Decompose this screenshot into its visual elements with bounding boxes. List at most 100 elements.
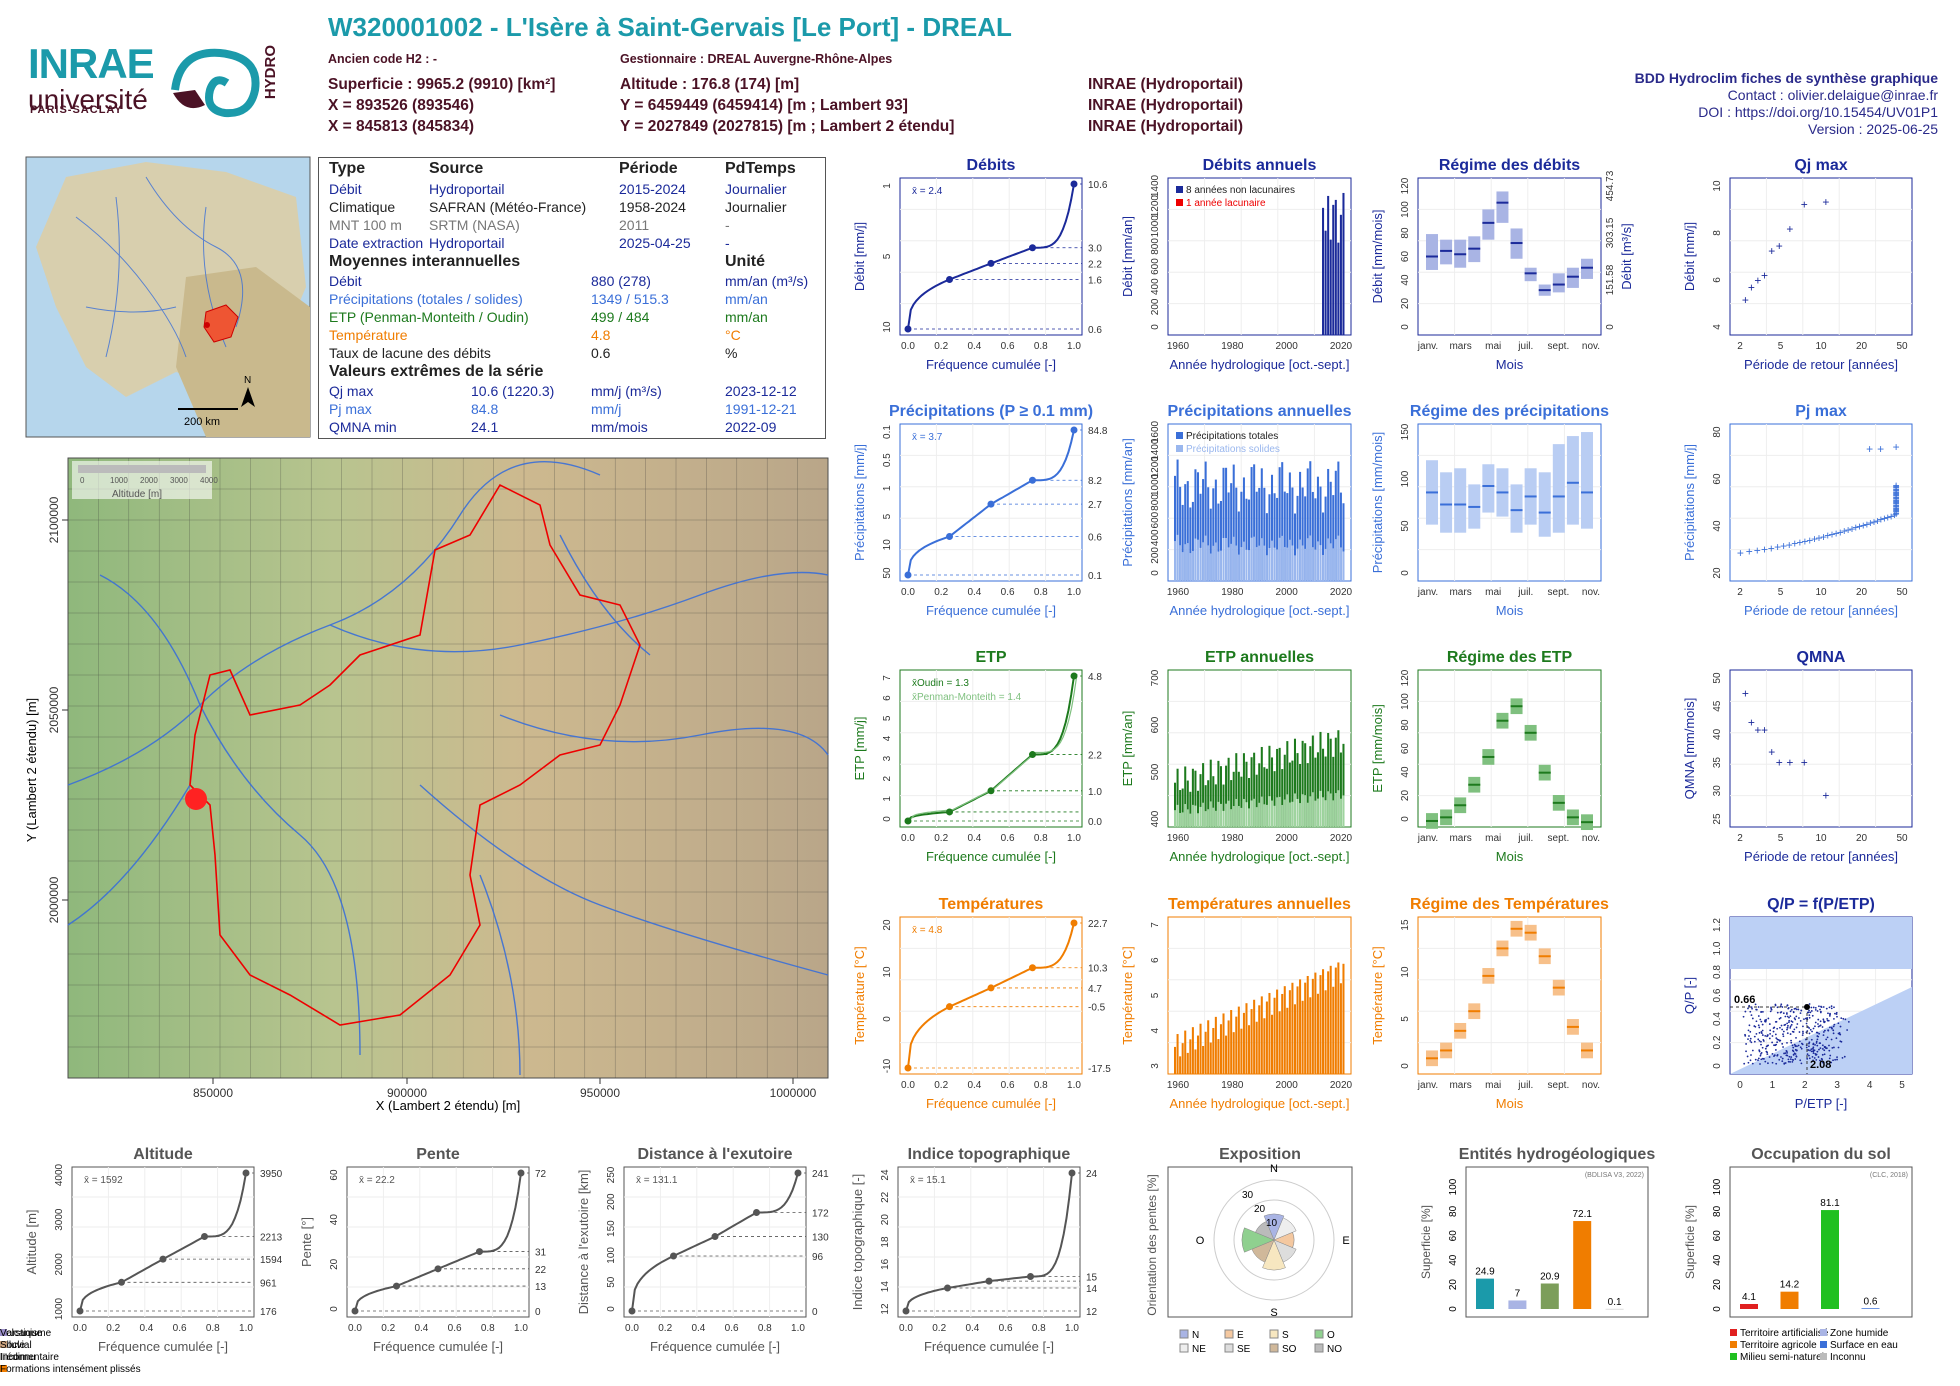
- topo-xtick: 1.0: [1065, 1323, 1079, 1334]
- reg_etp-ytick: 120: [1400, 669, 1411, 686]
- expo-ylabel: Orientation des pentes [%]: [1145, 1174, 1159, 1315]
- prec_ann-bar: [1225, 467, 1228, 581]
- dist-ylabel: Distance à l'exutoire [km]: [576, 1170, 591, 1315]
- qp-point: [1774, 1044, 1777, 1047]
- debits-xtick: 0.0: [901, 341, 915, 352]
- dist-title: Distance à l'exutoire: [638, 1146, 793, 1163]
- qp-point: [1773, 1044, 1775, 1047]
- pj_max-point: +: [1893, 501, 1900, 515]
- qp-point: [1755, 1020, 1758, 1023]
- precip-value-label: 8.2: [1088, 476, 1102, 487]
- qp-point: [1764, 1047, 1767, 1050]
- prec_ann-bar-2: [1176, 534, 1179, 581]
- reg_deb-box: [1524, 267, 1537, 282]
- qp-point: [1802, 1032, 1804, 1035]
- reg_prec-xtick: mai: [1485, 587, 1501, 598]
- qp-point: [1780, 1056, 1782, 1058]
- qp-point: [1836, 1015, 1838, 1018]
- doi-link[interactable]: DOI : https://doi.org/10.15454/UV01P1: [1698, 104, 1938, 120]
- prec_ann-bar: [1327, 468, 1330, 581]
- prec_ann-bar-2: [1242, 541, 1245, 581]
- qp-point: [1808, 1045, 1810, 1048]
- qp-point: [1781, 1028, 1784, 1031]
- etp_ann-bar-2: [1288, 802, 1291, 827]
- qp-point: [1822, 1006, 1825, 1008]
- pente-value-label: 31: [535, 1248, 547, 1259]
- etp_ann-ytick: 700: [1150, 669, 1161, 686]
- etp_ann-bar-2: [1174, 810, 1177, 827]
- reg_prec-xtick: sept.: [1548, 587, 1570, 598]
- etp_ann-bar: [1319, 731, 1322, 827]
- temp_ann-bar: [1235, 1016, 1238, 1074]
- qp-point: [1814, 1008, 1817, 1011]
- pj_max-point: +: [1866, 442, 1873, 456]
- expo-legend-swatch: [1224, 1329, 1234, 1339]
- temp_ann-bar: [1199, 1023, 1202, 1074]
- reg_etp-xtick: juil.: [1517, 833, 1533, 844]
- hydrogeo-bar: [1605, 1308, 1624, 1310]
- dist-xtick: 1.0: [791, 1323, 805, 1334]
- page-title: W320001002 - L'Isère à Saint-Gervais [Le…: [328, 12, 1012, 42]
- qp-point: [1764, 1060, 1767, 1063]
- qp-point: [1795, 1015, 1798, 1018]
- qmna-ytick: 35: [1712, 757, 1723, 769]
- qp-point: [1747, 1007, 1749, 1010]
- qp-point: [1824, 1029, 1826, 1032]
- etp_ann-bar-2: [1184, 804, 1187, 827]
- prec_ann-bar: [1296, 495, 1299, 581]
- temp-xlabel: Fréquence cumulée [-]: [926, 1096, 1056, 1111]
- chart-reg_deb: Régime des débits Mois Débit [mm/mois] 0 20 4…: [1370, 157, 1634, 372]
- etp-ytick: 1: [882, 796, 893, 802]
- etp_ann-bar: [1227, 757, 1230, 827]
- reg_prec-box: [1440, 472, 1453, 533]
- qp-point: [1769, 1010, 1772, 1013]
- prec_ann-bar-2: [1270, 540, 1274, 581]
- topo-ylabel: Indice topographique [-]: [850, 1174, 865, 1311]
- temp_ann-bar: [1324, 990, 1327, 1074]
- etp_ann-bar-2: [1283, 799, 1286, 827]
- temp_ann-bar: [1314, 972, 1317, 1074]
- qp-point: [1791, 1021, 1794, 1023]
- prec_ann-bar: [1263, 487, 1266, 581]
- qp-point: [1812, 1050, 1815, 1053]
- qp-point: [1809, 1011, 1812, 1014]
- qp-point: [1830, 1026, 1833, 1029]
- contact-link[interactable]: Contact : olivier.delaigue@inrae.fr: [1727, 87, 1938, 103]
- etp-value-label: 4.8: [1088, 672, 1102, 683]
- qp-point: [1816, 1035, 1819, 1037]
- occup-bar: [1740, 1303, 1758, 1309]
- qp-point: [1833, 1006, 1835, 1009]
- etp_ann-bar-2: [1293, 793, 1296, 827]
- temp_ann-bar: [1258, 1005, 1261, 1074]
- debits-ytick: 5: [882, 253, 893, 259]
- pj_max-point: +: [1893, 480, 1900, 494]
- qmna-plot-area: [1729, 669, 1913, 828]
- etp_ann-bar: [1327, 732, 1330, 827]
- deb_ann-bar: [1322, 207, 1325, 335]
- topo-ytick: 24: [880, 1169, 891, 1181]
- reg_etp-xtick: janv.: [1417, 833, 1438, 844]
- qp-point: [1771, 1052, 1774, 1055]
- occup-ytick: 60: [1712, 1230, 1723, 1242]
- qp-point: [1819, 1024, 1822, 1027]
- etp-ylabel: ETP [mm/j]: [852, 716, 867, 780]
- etp_ann-bar: [1334, 737, 1337, 827]
- etp_ann-bar-2: [1324, 800, 1327, 827]
- qp-point: [1832, 1029, 1835, 1032]
- qmna-point: +: [1748, 716, 1755, 730]
- pente-xtick: 0.2: [381, 1323, 395, 1334]
- topo-value-label: 14: [1086, 1284, 1098, 1295]
- qp-point: [1832, 1032, 1835, 1035]
- qp-point: [1786, 1015, 1789, 1018]
- table-row: Climatique SAFRAN (Météo-France) 1958-2024…: [329, 199, 787, 215]
- qp-point: [1787, 1060, 1790, 1063]
- precip-point: [1070, 426, 1078, 434]
- etp_ann-bar: [1314, 757, 1317, 827]
- qp-point: [1787, 1058, 1790, 1061]
- etp_ann-bar-2: [1199, 806, 1202, 827]
- source-2: INRAE (Hydroportail): [1088, 97, 1243, 114]
- y-lambert93: Y = 6459449 (6459414) [m ; Lambert 93]: [620, 97, 908, 114]
- etp_ann-bar-2: [1276, 797, 1279, 827]
- qp-point: [1841, 1056, 1844, 1059]
- chart-pente: Pente Fréquence cumulée [-] Pente [°] 0 20 40…: [299, 1146, 547, 1354]
